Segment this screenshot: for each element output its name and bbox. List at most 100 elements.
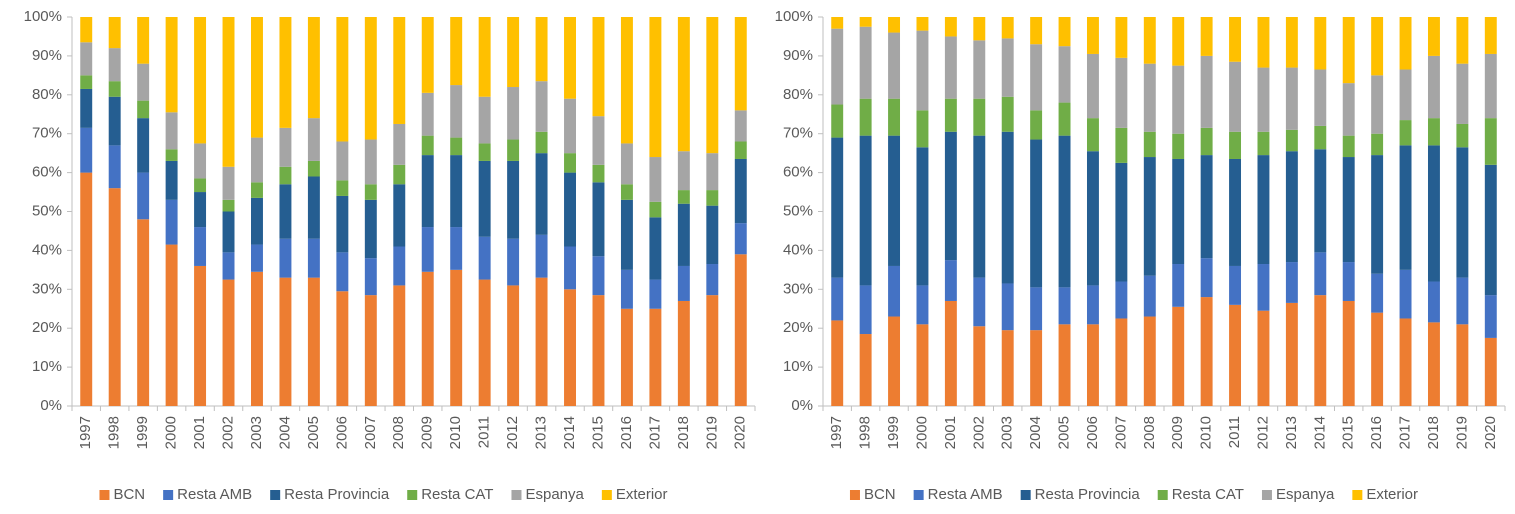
bar-segment bbox=[1456, 123, 1469, 148]
y-tick-label: 90% bbox=[32, 47, 62, 64]
bar-segment bbox=[1030, 139, 1043, 288]
bar-segment bbox=[592, 182, 605, 257]
bar-segment bbox=[194, 178, 207, 193]
bar-segment bbox=[1143, 131, 1156, 158]
bar-segment bbox=[564, 246, 576, 290]
bar-segment bbox=[888, 98, 901, 136]
y-tick-label: 100% bbox=[24, 8, 62, 25]
bar-segment bbox=[1484, 164, 1497, 296]
x-tick-label: 2015 bbox=[1340, 416, 1357, 449]
y-tick-label: 40% bbox=[783, 241, 813, 258]
legend-label: Resta Provincia bbox=[1035, 486, 1141, 503]
bar-segment bbox=[1342, 17, 1355, 84]
bar-segment bbox=[1399, 69, 1412, 121]
bar-segment bbox=[80, 42, 93, 76]
bar-segment bbox=[859, 135, 872, 286]
bar-segment bbox=[1257, 264, 1270, 311]
legend-label: Espanya bbox=[1276, 486, 1335, 503]
bar-segment bbox=[279, 238, 292, 278]
bar-segment bbox=[507, 285, 520, 406]
bar-segment bbox=[307, 238, 320, 278]
bar-segment bbox=[421, 227, 434, 272]
bar-segment bbox=[535, 81, 548, 132]
bar-segment bbox=[364, 139, 377, 185]
bar-segment bbox=[307, 17, 320, 119]
bar-segment bbox=[1456, 17, 1469, 64]
x-tick-label: 2004 bbox=[276, 416, 293, 449]
y-tick-label: 30% bbox=[783, 280, 813, 297]
bar-segment bbox=[1172, 17, 1185, 66]
bar-segment bbox=[1484, 337, 1497, 406]
x-tick-label: 2012 bbox=[1254, 416, 1271, 449]
bar-segment bbox=[677, 300, 690, 406]
y-tick-label: 90% bbox=[783, 47, 813, 64]
bar-segment bbox=[859, 98, 872, 136]
bar-segment bbox=[450, 155, 463, 228]
bar-segment bbox=[307, 277, 320, 406]
x-tick-label: 2001 bbox=[191, 416, 208, 449]
bar-segment bbox=[251, 137, 263, 183]
x-tick-label: 1999 bbox=[134, 416, 151, 449]
bar-segment bbox=[888, 265, 901, 317]
bar-segment bbox=[1172, 306, 1185, 406]
x-tick-label: 2015 bbox=[589, 416, 606, 449]
bar-segment bbox=[1399, 17, 1412, 70]
bar-segment bbox=[1030, 44, 1043, 111]
x-tick-label: 2016 bbox=[618, 416, 635, 449]
legend-swatch bbox=[1261, 490, 1272, 500]
bar-segment bbox=[1001, 330, 1014, 406]
x-tick-label: 1997 bbox=[77, 416, 94, 449]
bar-segment bbox=[1001, 17, 1014, 39]
bar-segment bbox=[1229, 158, 1242, 266]
bar-segment bbox=[165, 244, 178, 406]
bar-segment bbox=[108, 188, 121, 406]
bar-segment bbox=[564, 98, 576, 154]
bar-segment bbox=[944, 17, 957, 37]
bar-segment bbox=[80, 17, 93, 43]
legend-swatch bbox=[849, 490, 860, 500]
bar-segment bbox=[1030, 330, 1043, 406]
bar-segment bbox=[1285, 129, 1298, 152]
bar-segment bbox=[1285, 151, 1298, 263]
bar-segment bbox=[831, 137, 844, 278]
legend-swatch bbox=[913, 490, 924, 500]
bar-segment bbox=[194, 227, 207, 266]
bar-segment bbox=[165, 149, 178, 161]
y-tick-label: 60% bbox=[32, 164, 62, 181]
bar-segment bbox=[1371, 133, 1384, 156]
y-tick-label: 10% bbox=[32, 358, 62, 375]
bar-segment bbox=[507, 139, 520, 161]
x-tick-label: 2010 bbox=[1198, 416, 1215, 449]
bar-segment bbox=[507, 238, 520, 286]
bar-segment bbox=[973, 17, 986, 41]
bar-segment bbox=[649, 17, 662, 158]
bar-segment bbox=[1229, 17, 1242, 62]
x-tick-label: 2003 bbox=[999, 416, 1016, 449]
bar-segment bbox=[592, 256, 605, 296]
x-tick-label: 1998 bbox=[857, 416, 874, 449]
bar-segment bbox=[1058, 17, 1071, 47]
bar-segment bbox=[393, 285, 406, 406]
bar-segment bbox=[80, 75, 93, 89]
y-tick-label: 50% bbox=[783, 202, 813, 219]
bar-segment bbox=[336, 291, 349, 406]
bar-segment bbox=[1314, 252, 1327, 296]
bar-segment bbox=[364, 258, 377, 296]
bar-segment bbox=[450, 137, 463, 156]
bar-segment bbox=[222, 252, 235, 280]
bar-segment bbox=[1229, 265, 1242, 305]
bar-segment bbox=[1058, 102, 1071, 136]
bar-segment bbox=[137, 17, 150, 64]
bar-segment bbox=[307, 118, 320, 161]
bar-segment bbox=[1058, 46, 1071, 103]
bar-segment bbox=[1285, 67, 1298, 130]
bar-segment bbox=[421, 135, 434, 156]
y-tick-label: 50% bbox=[32, 202, 62, 219]
bar-segment bbox=[393, 164, 406, 185]
bar-segment bbox=[649, 308, 662, 406]
x-tick-label: 2000 bbox=[163, 416, 180, 449]
bar-segment bbox=[1484, 295, 1497, 338]
legend-swatch bbox=[270, 490, 281, 500]
x-tick-label: 1998 bbox=[106, 416, 123, 449]
